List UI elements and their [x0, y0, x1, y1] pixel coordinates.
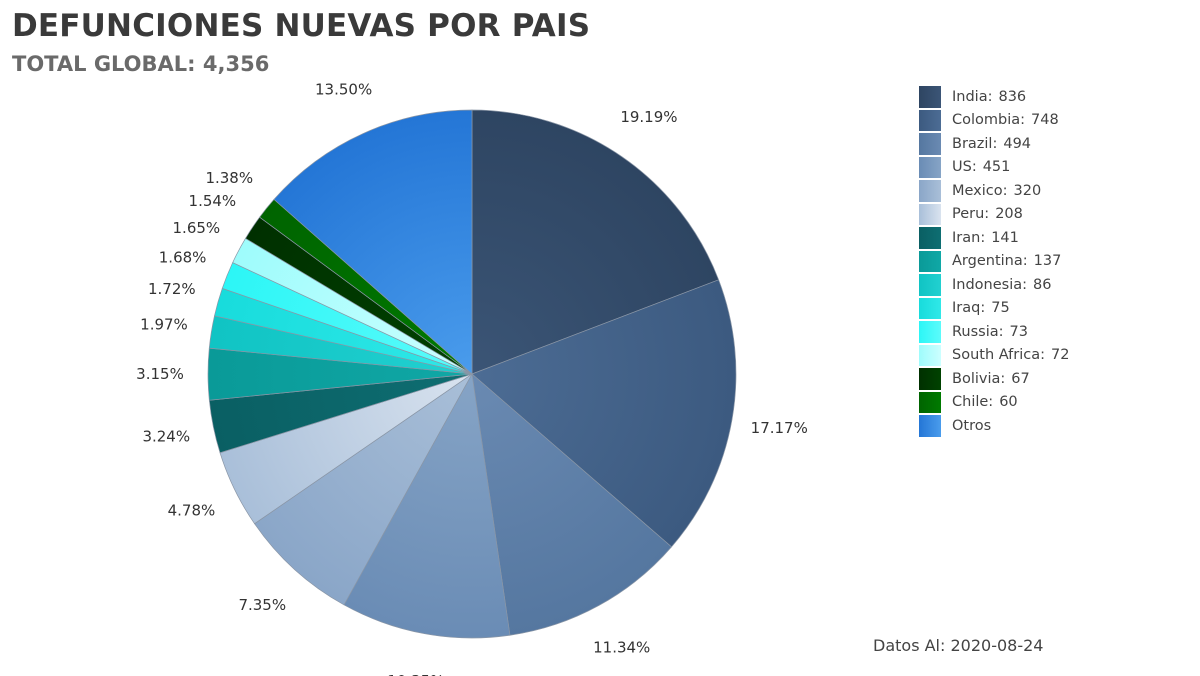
- percent-label-argentina: 3.15%: [136, 365, 184, 383]
- legend-item-us[interactable]: US: 451: [918, 155, 1069, 179]
- legend-label: Bolivia:: [952, 370, 1006, 387]
- pie-slice-us[interactable]: [343, 372, 511, 639]
- legend-swatch: [918, 155, 942, 179]
- percent-label-indonesia: 1.97%: [140, 315, 188, 333]
- percent-label-iran: 3.24%: [142, 427, 190, 445]
- legend-value: 60: [999, 394, 1018, 411]
- legend-value: 494: [1003, 135, 1032, 152]
- percent-label-bolivia: 1.54%: [189, 192, 237, 210]
- percent-label-russia: 1.68%: [159, 248, 207, 266]
- percent-label-peru: 4.78%: [168, 502, 216, 520]
- percent-label-south-africa: 1.65%: [173, 219, 221, 237]
- legend-label: South Africa:: [952, 347, 1045, 364]
- percent-label-otros: 13.50%: [315, 81, 372, 99]
- legend-item-otros[interactable]: Otros: [918, 414, 1069, 438]
- percent-label-us: 10.35%: [387, 672, 444, 676]
- legend-item-mexico[interactable]: Mexico: 320: [918, 179, 1069, 203]
- legend-label: India:: [952, 88, 993, 105]
- legend-value: 748: [1031, 112, 1059, 129]
- pie-slices: [207, 109, 737, 639]
- legend-label: Colombia:: [952, 112, 1026, 129]
- pie-slice-mexico[interactable]: [254, 373, 473, 606]
- data-date-note: Datos Al: 2020-08-24: [873, 636, 1044, 655]
- percent-label-india: 19.19%: [620, 108, 677, 126]
- legend-label: US:: [952, 159, 977, 176]
- legend-swatch: [918, 85, 942, 109]
- legend-value: 208: [995, 206, 1023, 223]
- percent-label-chile: 1.38%: [205, 169, 253, 187]
- pie-slice-india[interactable]: [471, 109, 720, 375]
- legend-label: Indonesia:: [952, 276, 1028, 293]
- legend-swatch: [918, 296, 942, 320]
- legend-label: Peru:: [952, 206, 990, 223]
- legend-item-bolivia[interactable]: Bolivia: 67: [918, 367, 1069, 391]
- legend-swatch: [918, 226, 942, 250]
- legend: India: 836 Colombia: 748 Brazil: 494 US: 451 Mex…: [918, 85, 1069, 438]
- pie-percent-labels: 19.19% 17.17% 11.34% 10.35% 7.35% 4.78% 3.24% 3…: [136, 81, 808, 676]
- legend-value: 73: [1009, 323, 1028, 340]
- chart-subtitle: TOTAL GLOBAL: 4,356: [12, 52, 270, 76]
- legend-label: Argentina:: [952, 253, 1028, 270]
- pie-slice-colombia[interactable]: [471, 279, 737, 548]
- pie-slice-otros[interactable]: [273, 109, 473, 375]
- legend-item-iraq[interactable]: Iraq: 75: [918, 296, 1069, 320]
- legend-label: Otros: [952, 417, 992, 434]
- legend-label: Mexico:: [952, 182, 1008, 199]
- legend-swatch: [918, 249, 942, 273]
- legend-label: Russia:: [952, 323, 1004, 340]
- legend-value: 320: [1013, 182, 1042, 199]
- legend-value: 86: [1033, 276, 1052, 293]
- legend-swatch: [918, 273, 942, 297]
- legend-value: 451: [982, 159, 1011, 176]
- percent-label-brazil: 11.34%: [593, 639, 650, 657]
- percent-label-colombia: 17.17%: [751, 419, 808, 437]
- legend-item-india[interactable]: India: 836: [918, 85, 1069, 109]
- legend-swatch: [918, 343, 942, 367]
- legend-swatch: [918, 132, 942, 156]
- legend-swatch: [918, 202, 942, 226]
- legend-value: 836: [998, 88, 1027, 105]
- pie-slice-brazil[interactable]: [471, 373, 673, 636]
- legend-swatch: [918, 179, 942, 203]
- legend-swatch: [918, 320, 942, 344]
- legend-swatch: [918, 108, 942, 132]
- legend-label: Brazil:: [952, 135, 998, 152]
- legend-swatch: [918, 414, 942, 438]
- legend-label: Chile:: [952, 394, 994, 411]
- percent-label-iraq: 1.72%: [148, 280, 196, 298]
- percent-label-mexico: 7.35%: [238, 596, 286, 614]
- legend-item-peru[interactable]: Peru: 208: [918, 202, 1069, 226]
- legend-value: 75: [991, 300, 1010, 317]
- chart-title: DEFUNCIONES NUEVAS POR PAIS: [12, 8, 591, 44]
- legend-item-colombia[interactable]: Colombia: 748: [918, 108, 1069, 132]
- legend-value: 72: [1051, 347, 1070, 364]
- legend-item-argentina[interactable]: Argentina: 137: [918, 249, 1069, 273]
- legend-value: 137: [1033, 253, 1062, 270]
- legend-label: Iraq:: [952, 300, 986, 317]
- legend-item-chile[interactable]: Chile: 60: [918, 390, 1069, 414]
- legend-item-russia[interactable]: Russia: 73: [918, 320, 1069, 344]
- legend-item-indonesia[interactable]: Indonesia: 86: [918, 273, 1069, 297]
- legend-swatch: [918, 390, 942, 414]
- legend-label: Iran:: [952, 229, 986, 246]
- legend-swatch: [918, 367, 942, 391]
- legend-value: 67: [1011, 370, 1030, 387]
- legend-item-brazil[interactable]: Brazil: 494: [918, 132, 1069, 156]
- legend-item-iran[interactable]: Iran: 141: [918, 226, 1069, 250]
- legend-value: 141: [991, 229, 1019, 246]
- legend-item-south-africa[interactable]: South Africa: 72: [918, 343, 1070, 367]
